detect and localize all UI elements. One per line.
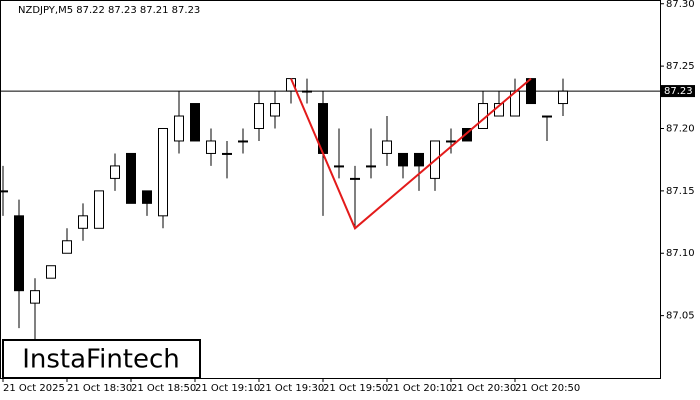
candle-body xyxy=(46,265,56,279)
candle-body xyxy=(238,140,248,143)
candle-body xyxy=(14,215,24,292)
x-tick-label: 21 Oct 18:30 xyxy=(67,383,132,394)
x-tick-label: 21 Oct 20:30 xyxy=(451,383,516,394)
y-tick-label: 87.10 xyxy=(666,248,695,259)
chart-header: NZDJPY,M5 87.22 87.23 87.21 87.23 xyxy=(18,5,200,16)
price-tag-label: 87.23 xyxy=(664,86,693,97)
candle-body xyxy=(0,190,8,193)
candle-body xyxy=(158,127,168,217)
candle-body xyxy=(142,190,152,204)
x-tick-label: 21 Oct 20:50 xyxy=(515,383,580,394)
y-tick-label: 87.05 xyxy=(666,311,695,322)
logo: InstaFintech xyxy=(22,345,180,375)
y-tick-label: 87.30 xyxy=(666,0,695,10)
candle-body xyxy=(222,152,232,155)
candle-body xyxy=(190,103,200,142)
y-tick-label: 87.25 xyxy=(666,61,695,72)
x-tick-label: 21 Oct 19:10 xyxy=(195,383,260,394)
candle-body xyxy=(126,152,136,204)
plot-frame xyxy=(0,0,661,379)
x-tick-label: 21 Oct 20:10 xyxy=(387,383,452,394)
candle-body xyxy=(206,140,216,154)
x-tick-label: 21 Oct 18:50 xyxy=(131,383,196,394)
candle-body xyxy=(542,115,552,118)
x-tick-label: 21 Oct 19:30 xyxy=(259,383,324,394)
x-tick-label: 21 Oct 19:50 xyxy=(323,383,388,394)
y-tick-label: 87.15 xyxy=(666,186,695,197)
candle-body xyxy=(446,140,456,143)
candle-body xyxy=(414,152,424,167)
candle-body xyxy=(254,103,264,129)
candle-body xyxy=(366,165,376,168)
pattern-line xyxy=(290,77,532,230)
candle-body xyxy=(110,165,120,179)
y-tick-label: 87.20 xyxy=(666,123,695,134)
candle-body xyxy=(94,190,104,229)
candle-body xyxy=(62,240,72,254)
x-tick-label: 21 Oct 2025 xyxy=(3,383,65,394)
candle-body xyxy=(350,177,360,180)
candle-body xyxy=(78,215,88,229)
candle-body xyxy=(382,140,392,154)
price-tag xyxy=(661,85,695,98)
candle-body xyxy=(334,165,344,168)
candle-body xyxy=(558,90,568,105)
logo-box xyxy=(2,339,201,379)
candle-body xyxy=(462,127,472,142)
candle-body xyxy=(174,115,184,142)
candle-body xyxy=(270,103,280,117)
candle-body xyxy=(398,152,408,167)
candle-body xyxy=(30,290,40,304)
